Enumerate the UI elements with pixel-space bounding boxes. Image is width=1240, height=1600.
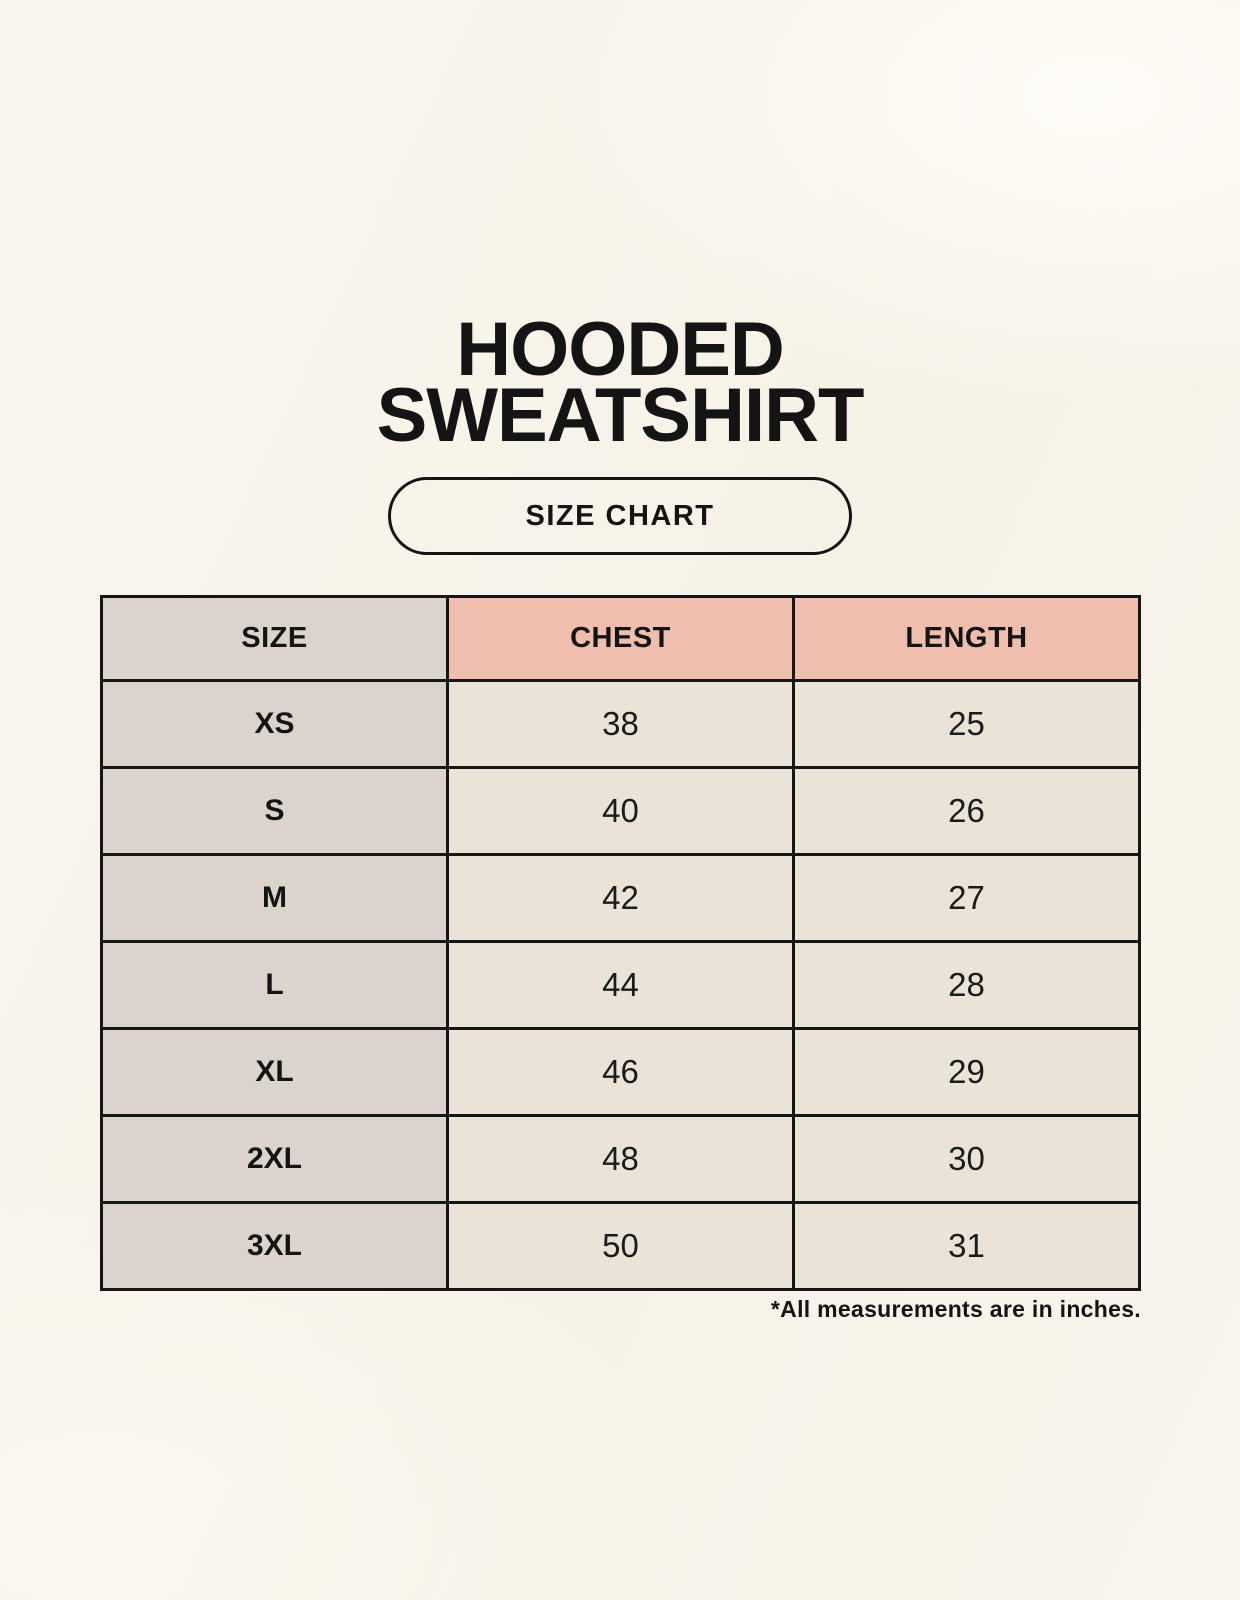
length-cell: 31 xyxy=(792,1201,1141,1291)
length-cell: 25 xyxy=(792,679,1141,769)
column-header-size: SIZE xyxy=(100,595,449,682)
size-cell: XS xyxy=(100,679,449,769)
header-row: SIZE CHEST LENGTH xyxy=(100,595,1141,682)
table-row-2xl: 2XL 48 30 xyxy=(100,1114,1141,1204)
size-cell: XL xyxy=(100,1027,449,1117)
size-chart-badge: SIZE CHART xyxy=(388,477,852,555)
measurements-footnote: *All measurements are in inches. xyxy=(770,1296,1141,1322)
page-title-line1: HOODED xyxy=(456,306,785,392)
length-cell: 30 xyxy=(792,1114,1141,1204)
length-cell: 27 xyxy=(792,853,1141,943)
table-row-s: S 40 26 xyxy=(100,766,1141,856)
size-cell: L xyxy=(100,940,449,1030)
table-row-xl: XL 46 29 xyxy=(100,1027,1141,1117)
chest-cell: 38 xyxy=(446,679,795,769)
chest-cell: 40 xyxy=(446,766,795,856)
length-cell: 28 xyxy=(792,940,1141,1030)
size-table-container: SIZE CHEST LENGTH XS 38 25 S 40 26 M xyxy=(100,595,1141,1291)
column-header-chest: CHEST xyxy=(446,595,795,682)
chest-cell: 48 xyxy=(446,1114,795,1204)
table-row-l: L 44 28 xyxy=(100,940,1141,1030)
size-table: SIZE CHEST LENGTH XS 38 25 S 40 26 M xyxy=(100,595,1141,1291)
table-row-xs: XS 38 25 xyxy=(100,679,1141,769)
chest-cell: 50 xyxy=(446,1201,795,1291)
length-cell: 26 xyxy=(792,766,1141,856)
size-cell: S xyxy=(100,766,449,856)
size-chart-badge-label: SIZE CHART xyxy=(525,499,715,532)
column-header-length: LENGTH xyxy=(792,595,1141,682)
size-cell: M xyxy=(100,853,449,943)
chest-cell: 42 xyxy=(446,853,795,943)
chest-cell: 44 xyxy=(446,940,795,1030)
size-cell: 2XL xyxy=(100,1114,449,1204)
size-cell: 3XL xyxy=(100,1201,449,1291)
table-row-3xl: 3XL 50 31 xyxy=(100,1201,1141,1291)
page-title-line2: SWEATSHIRT xyxy=(376,372,865,458)
chest-cell: 46 xyxy=(446,1027,795,1117)
page-title: HOODED SWEATSHIRT xyxy=(0,306,1240,458)
table-row-m: M 42 27 xyxy=(100,853,1141,943)
size-table-header: SIZE CHEST LENGTH xyxy=(100,595,1141,682)
size-table-body: XS 38 25 S 40 26 M 42 27 L 44 28 xyxy=(100,679,1141,1291)
length-cell: 29 xyxy=(792,1027,1141,1117)
